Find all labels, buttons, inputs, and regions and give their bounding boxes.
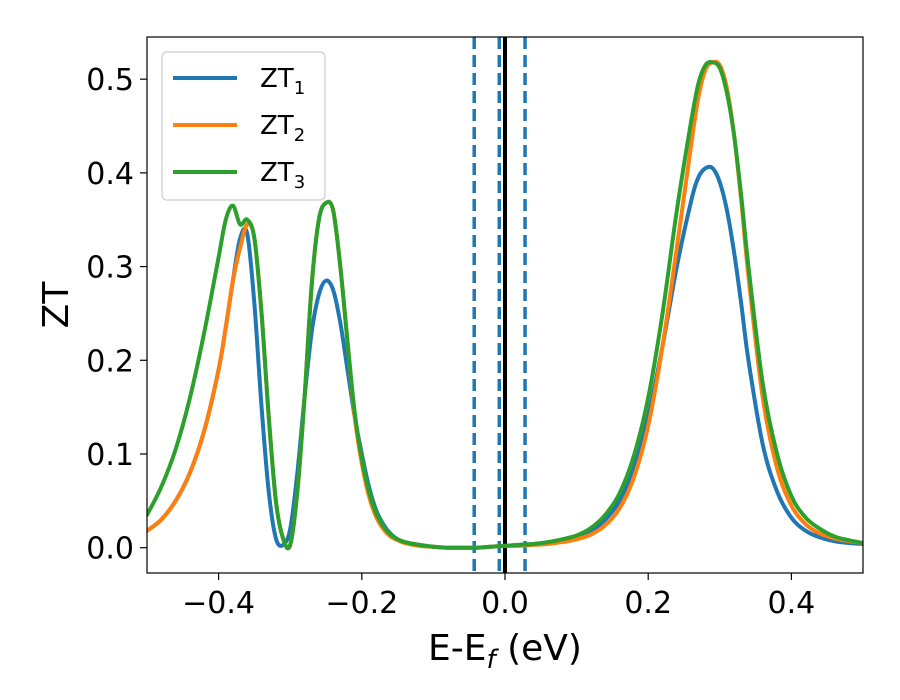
legend-label-zt2: ZT2: [260, 111, 305, 146]
x-axis: −0.4 −0.2 0.0 0.2 0.4: [182, 573, 815, 621]
reference-lines: [472, 37, 527, 573]
y-tick-label: 0.0: [86, 532, 134, 567]
legend-label-subscript: 1: [294, 78, 305, 99]
x-axis-title-main: E-E: [428, 628, 486, 669]
y-tick-label: 0.2: [86, 344, 134, 379]
legend-label-zt1: ZT1: [260, 64, 305, 99]
legend-label-main: ZT: [260, 64, 294, 94]
legend-label-main: ZT: [260, 111, 294, 141]
legend-label-subscript: 2: [294, 125, 305, 146]
y-tick-label: 0.1: [86, 438, 134, 473]
x-axis-title-unit: (eV): [496, 628, 582, 669]
x-axis-title: E-Ef (eV): [428, 628, 582, 675]
x-tick-label: 0.0: [481, 586, 529, 621]
y-axis: 0.0 0.1 0.2 0.3 0.4 0.5: [86, 63, 147, 567]
y-axis-title: ZT: [36, 281, 77, 329]
legend-box: [161, 51, 326, 201]
y-tick-label: 0.5: [86, 63, 134, 98]
y-tick-label: 0.3: [86, 251, 134, 286]
legend-label-subscript: 3: [294, 172, 305, 193]
y-tick-label: 0.4: [86, 157, 134, 192]
x-tick-label: −0.2: [325, 586, 398, 621]
legend-label-zt3: ZT3: [260, 158, 305, 193]
x-tick-label: 0.4: [768, 586, 816, 621]
x-tick-label: −0.4: [182, 586, 255, 621]
legend-label-main: ZT: [260, 158, 294, 188]
series-line-zt3: [147, 60, 863, 551]
x-tick-label: 0.2: [624, 586, 672, 621]
series-lines: [147, 59, 863, 551]
